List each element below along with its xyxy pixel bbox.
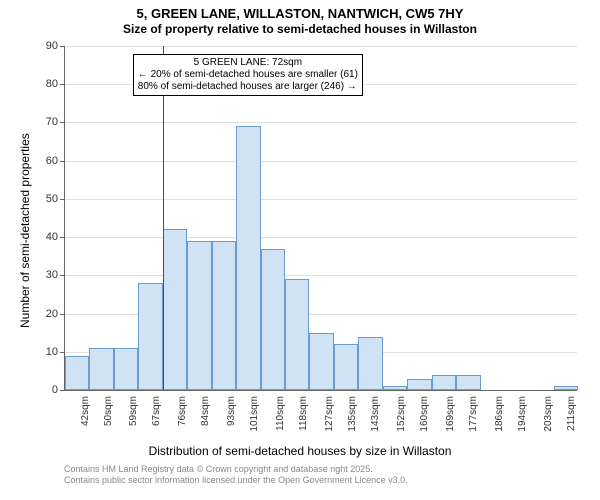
x-tick-label: 186sqm <box>494 396 505 432</box>
histogram-bar <box>89 348 113 390</box>
histogram-bar <box>432 375 456 390</box>
x-tick-label: 160sqm <box>419 396 430 432</box>
histogram-bar <box>334 344 358 390</box>
histogram-bar <box>456 375 480 390</box>
annotation-line3: 80% of semi-detached houses are larger (… <box>138 81 358 93</box>
x-tick-label: 67sqm <box>151 396 162 426</box>
credits-line2: Contains public sector information licen… <box>64 475 408 486</box>
y-tick-mark <box>60 275 64 276</box>
marker-line <box>163 46 164 390</box>
histogram-bar <box>65 356 89 390</box>
x-tick-label: 211sqm <box>566 396 577 431</box>
y-tick-mark <box>60 161 64 162</box>
x-tick-label: 110sqm <box>275 396 286 431</box>
gridline <box>65 122 577 123</box>
y-tick-label: 10 <box>34 346 58 358</box>
histogram-bar <box>212 241 236 390</box>
y-tick-label: 80 <box>34 78 58 90</box>
chart-title-sub: Size of property relative to semi-detach… <box>0 22 600 36</box>
histogram-bar <box>236 126 260 390</box>
chart-title-main: 5, GREEN LANE, WILLASTON, NANTWICH, CW5 … <box>0 6 600 21</box>
x-tick-label: 50sqm <box>103 396 114 426</box>
x-tick-label: 127sqm <box>324 396 335 432</box>
x-tick-label: 93sqm <box>226 396 237 426</box>
gridline <box>65 237 577 238</box>
x-tick-label: 84sqm <box>200 396 211 426</box>
x-tick-label: 59sqm <box>128 396 139 426</box>
histogram-bar <box>114 348 138 390</box>
x-tick-label: 135sqm <box>347 396 358 432</box>
x-tick-label: 76sqm <box>177 396 188 426</box>
gridline <box>65 199 577 200</box>
y-axis-title: Number of semi-detached properties <box>18 133 32 328</box>
x-tick-label: 194sqm <box>517 396 528 432</box>
gridline <box>65 275 577 276</box>
histogram-bar <box>309 333 333 390</box>
annotation-line1: 5 GREEN LANE: 72sqm <box>138 57 358 69</box>
x-tick-label: 118sqm <box>298 396 309 431</box>
y-tick-mark <box>60 237 64 238</box>
histogram-bar <box>187 241 211 390</box>
x-tick-label: 42sqm <box>80 396 91 426</box>
x-tick-label: 177sqm <box>468 396 479 432</box>
x-tick-label: 143sqm <box>370 396 381 432</box>
histogram-bar <box>383 386 407 390</box>
y-tick-label: 70 <box>34 116 58 128</box>
x-tick-label: 169sqm <box>445 396 456 432</box>
y-tick-label: 20 <box>34 308 58 320</box>
histogram-bar <box>163 229 187 390</box>
histogram-bar <box>358 337 382 391</box>
gridline <box>65 161 577 162</box>
x-tick-label: 101sqm <box>249 396 260 432</box>
y-tick-mark <box>60 314 64 315</box>
y-tick-label: 50 <box>34 193 58 205</box>
y-tick-label: 90 <box>34 40 58 52</box>
credits-line1: Contains HM Land Registry data © Crown c… <box>64 464 408 475</box>
y-tick-label: 0 <box>34 384 58 396</box>
x-tick-label: 152sqm <box>396 396 407 432</box>
y-tick-mark <box>60 122 64 123</box>
histogram-bar <box>261 249 285 390</box>
y-tick-label: 30 <box>34 269 58 281</box>
y-tick-mark <box>60 390 64 391</box>
credits: Contains HM Land Registry data © Crown c… <box>64 464 408 486</box>
annotation-box: 5 GREEN LANE: 72sqm← 20% of semi-detache… <box>133 54 363 96</box>
y-tick-mark <box>60 352 64 353</box>
x-axis-title: Distribution of semi-detached houses by … <box>0 444 600 458</box>
plot-area: 5 GREEN LANE: 72sqm← 20% of semi-detache… <box>64 46 577 391</box>
chart-container: 5, GREEN LANE, WILLASTON, NANTWICH, CW5 … <box>0 0 600 500</box>
histogram-bar <box>407 379 431 390</box>
gridline <box>65 46 577 47</box>
y-tick-mark <box>60 199 64 200</box>
y-tick-mark <box>60 84 64 85</box>
histogram-bar <box>285 279 309 390</box>
y-tick-mark <box>60 46 64 47</box>
x-tick-label: 203sqm <box>543 396 554 432</box>
annotation-line2: ← 20% of semi-detached houses are smalle… <box>138 69 358 81</box>
y-tick-label: 40 <box>34 231 58 243</box>
y-tick-label: 60 <box>34 155 58 167</box>
histogram-bar <box>138 283 162 390</box>
histogram-bar <box>554 386 578 390</box>
